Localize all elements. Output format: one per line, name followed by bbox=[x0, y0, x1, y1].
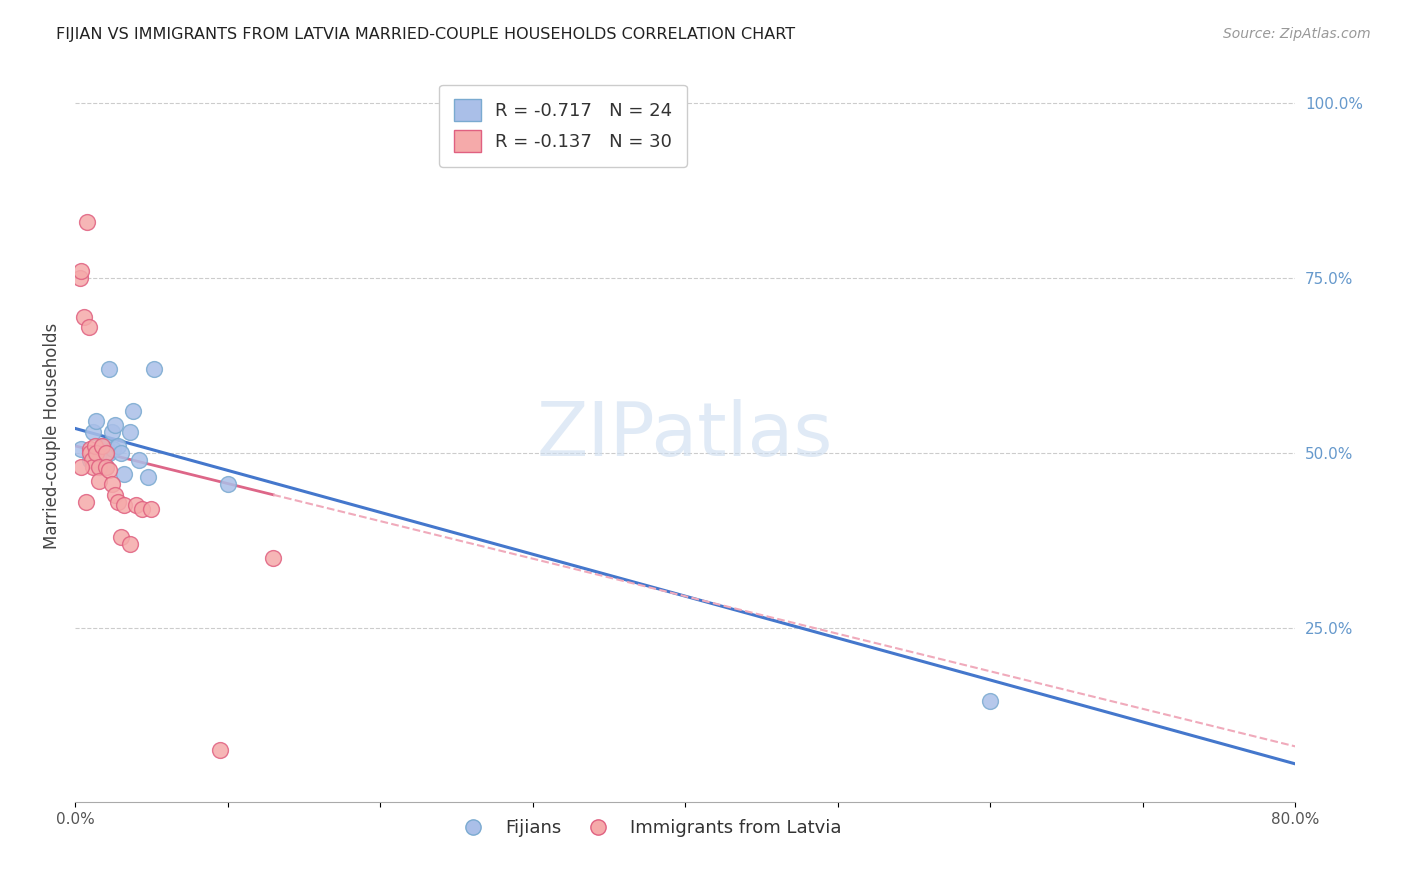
Point bbox=[79, 453, 101, 467]
Legend: Fijians, Immigrants from Latvia: Fijians, Immigrants from Latvia bbox=[447, 812, 849, 845]
Point bbox=[122, 404, 145, 418]
Point bbox=[110, 530, 132, 544]
Point bbox=[82, 459, 104, 474]
Y-axis label: Married-couple Households: Married-couple Households bbox=[44, 322, 60, 549]
Point bbox=[75, 495, 97, 509]
Point bbox=[73, 310, 96, 324]
Point bbox=[89, 459, 111, 474]
Point bbox=[97, 463, 120, 477]
Point bbox=[89, 446, 111, 460]
Point bbox=[143, 362, 166, 376]
Point bbox=[79, 446, 101, 460]
Point bbox=[82, 425, 104, 439]
Text: Source: ZipAtlas.com: Source: ZipAtlas.com bbox=[1223, 27, 1371, 41]
Point bbox=[69, 271, 91, 285]
Point bbox=[262, 550, 284, 565]
Point bbox=[94, 446, 117, 460]
Point bbox=[979, 694, 1001, 708]
Point bbox=[97, 446, 120, 460]
Point bbox=[89, 474, 111, 488]
Point bbox=[100, 425, 122, 439]
Point bbox=[70, 459, 93, 474]
Point bbox=[86, 414, 108, 428]
Point bbox=[107, 495, 129, 509]
Point bbox=[141, 501, 163, 516]
Point bbox=[94, 459, 117, 474]
Point bbox=[97, 362, 120, 376]
Point bbox=[79, 442, 101, 457]
Point bbox=[104, 417, 127, 432]
Point bbox=[80, 453, 103, 467]
Point bbox=[86, 446, 108, 460]
Point bbox=[128, 453, 150, 467]
Point bbox=[208, 743, 231, 757]
Point bbox=[94, 439, 117, 453]
Point bbox=[112, 467, 135, 481]
Point bbox=[110, 446, 132, 460]
Point bbox=[125, 498, 148, 512]
Point bbox=[118, 537, 141, 551]
Point bbox=[104, 488, 127, 502]
Point bbox=[131, 501, 153, 516]
Point bbox=[70, 264, 93, 278]
Text: FIJIAN VS IMMIGRANTS FROM LATVIA MARRIED-COUPLE HOUSEHOLDS CORRELATION CHART: FIJIAN VS IMMIGRANTS FROM LATVIA MARRIED… bbox=[56, 27, 796, 42]
Point bbox=[101, 442, 124, 457]
Point bbox=[83, 439, 105, 453]
Point bbox=[118, 425, 141, 439]
Point bbox=[76, 215, 98, 229]
Text: ZIPatlas: ZIPatlas bbox=[537, 399, 834, 472]
Point bbox=[107, 439, 129, 453]
Point bbox=[136, 470, 159, 484]
Point bbox=[91, 439, 114, 453]
Point bbox=[89, 459, 111, 474]
Point bbox=[91, 439, 114, 453]
Point bbox=[112, 498, 135, 512]
Point bbox=[77, 320, 100, 334]
Point bbox=[100, 477, 122, 491]
Point bbox=[70, 442, 93, 457]
Point bbox=[94, 459, 117, 474]
Point bbox=[217, 477, 239, 491]
